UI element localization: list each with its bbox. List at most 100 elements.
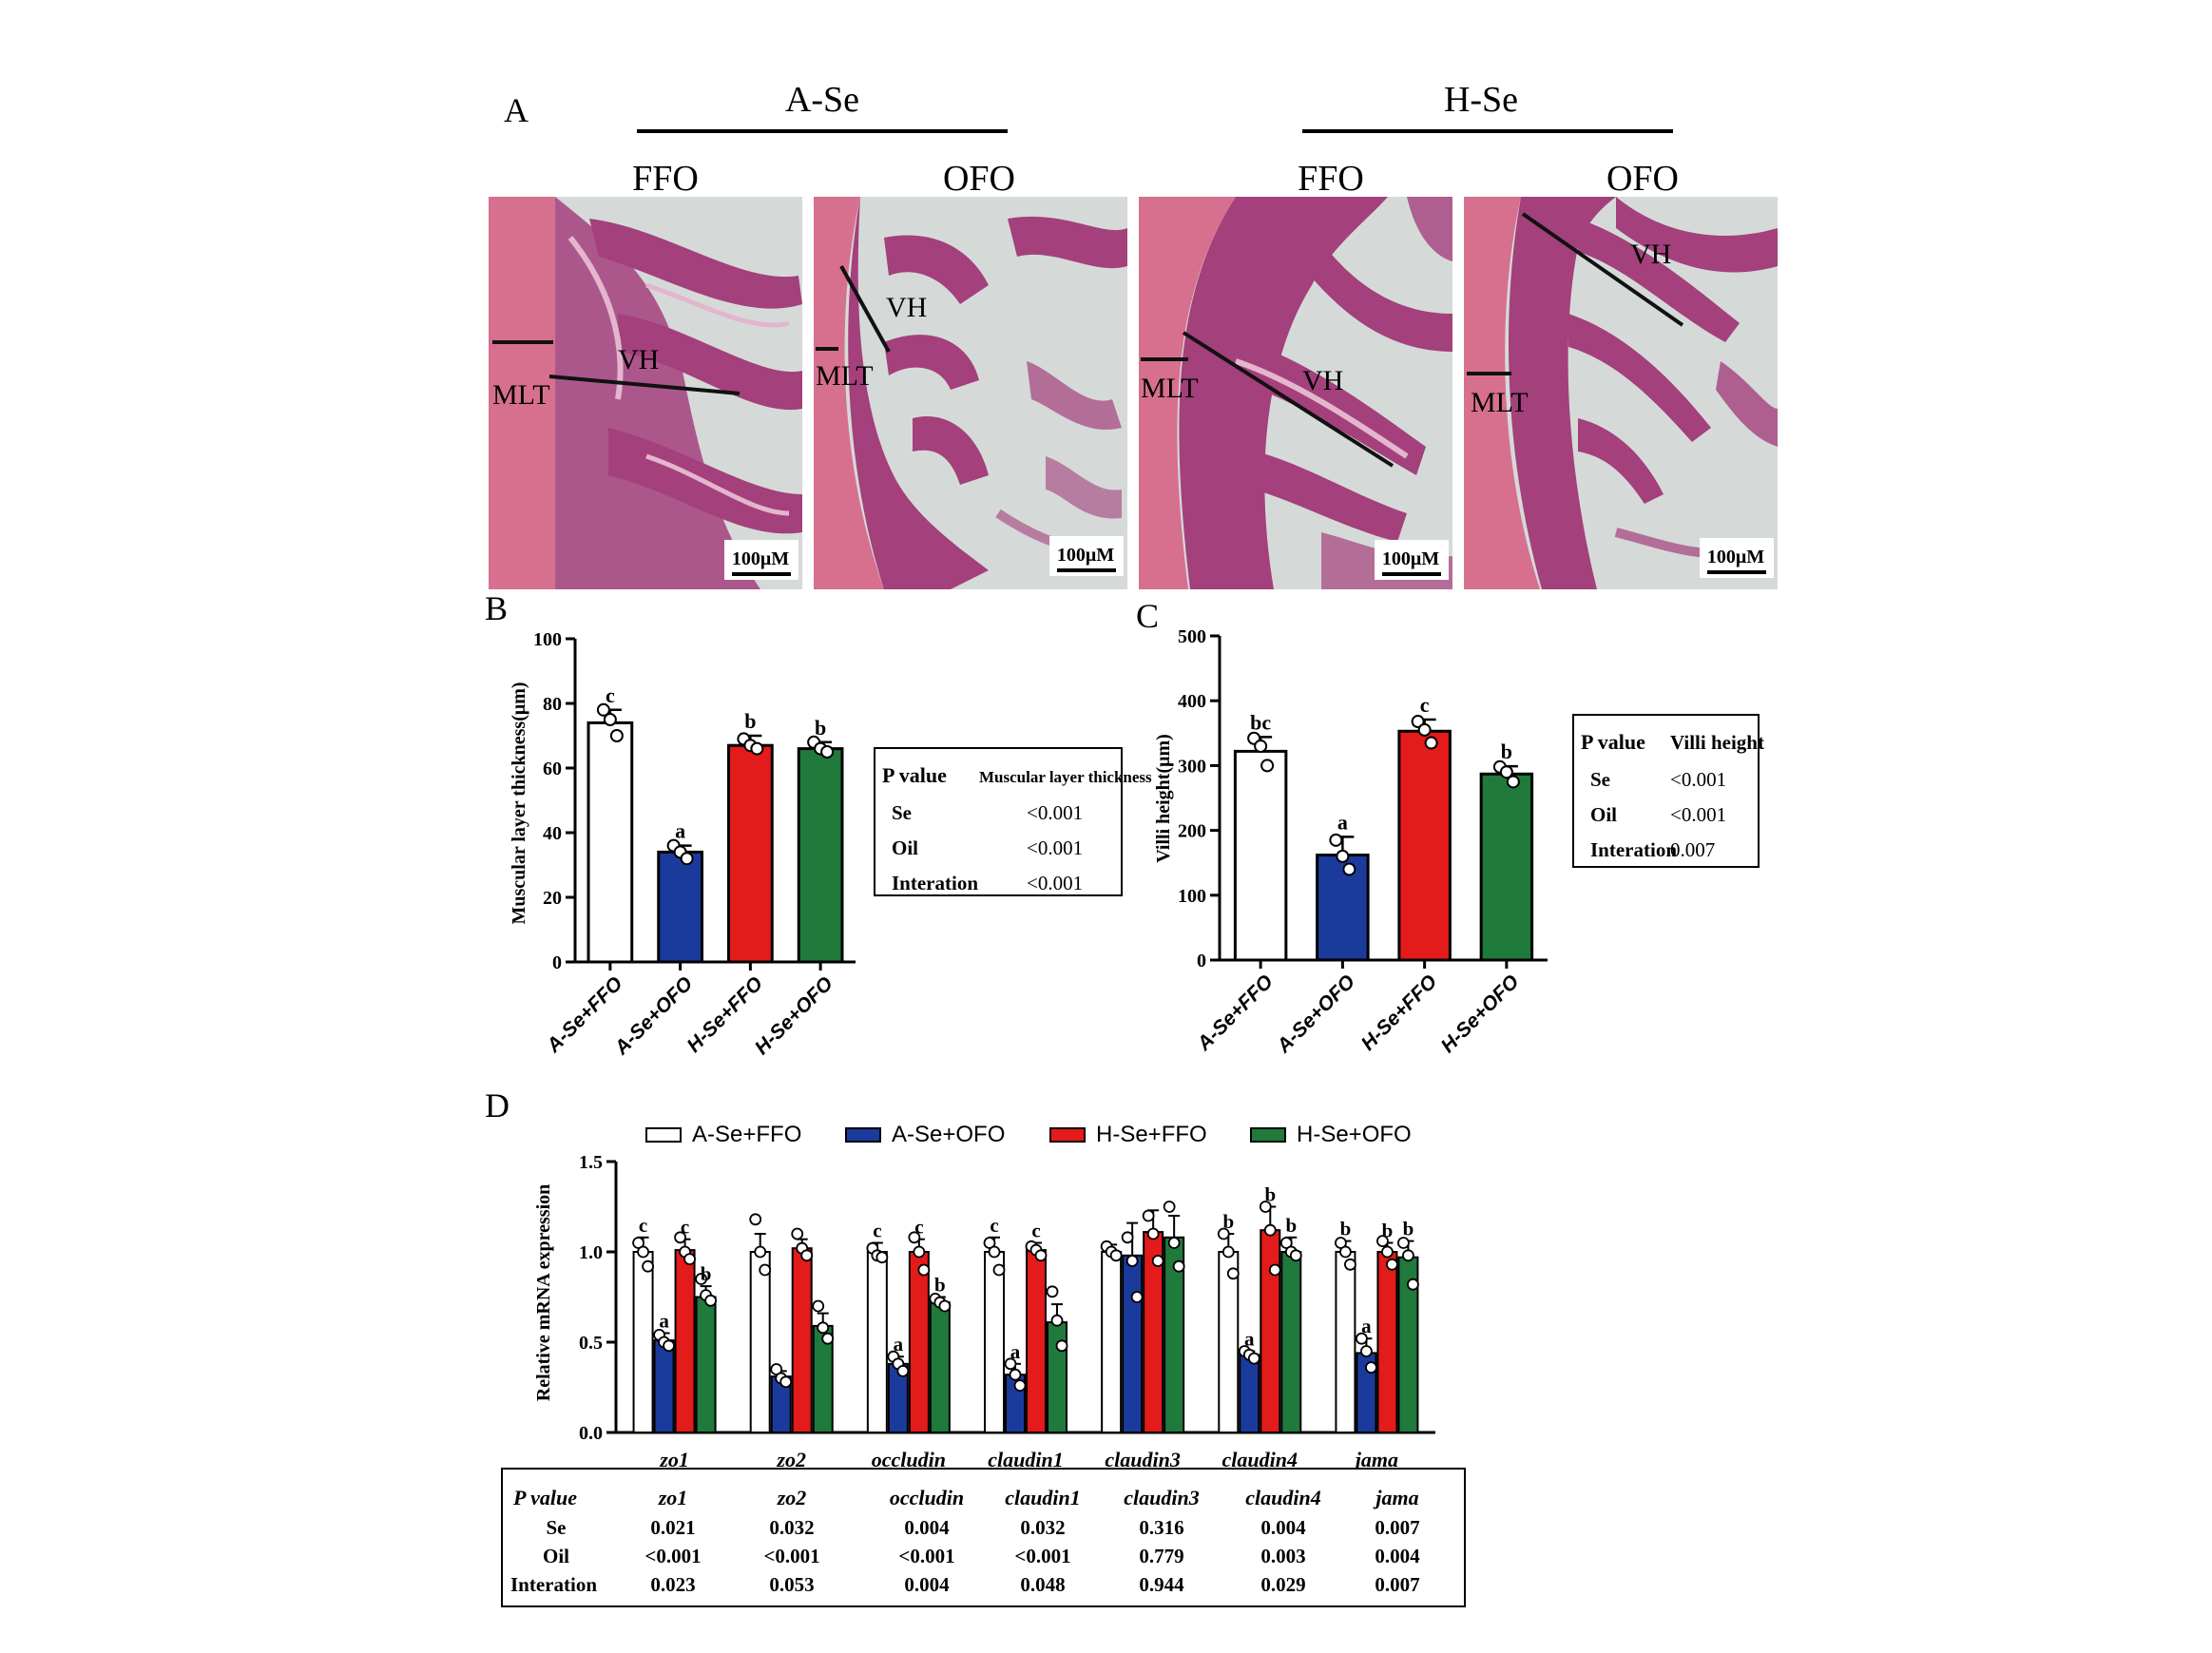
panel-letter-d: D — [485, 1086, 510, 1124]
table-cell: 0.004 — [904, 1573, 950, 1596]
scale-bar-label: 100μM — [1382, 548, 1439, 569]
data-point — [637, 1245, 649, 1259]
data-point — [1013, 1379, 1027, 1392]
data-point — [1163, 1201, 1176, 1213]
bar — [695, 1296, 717, 1433]
muscle-layer — [1464, 197, 1540, 589]
data-point — [1004, 1357, 1017, 1371]
bar — [1280, 1251, 1302, 1433]
table-frame — [874, 747, 1123, 896]
table-cell: 0.021 — [650, 1516, 695, 1539]
data-point — [983, 1237, 996, 1249]
data-point — [1344, 1258, 1356, 1271]
vh-marker — [548, 375, 741, 395]
panel-letter-b: B — [485, 589, 508, 627]
significance-letter: b — [1340, 1218, 1352, 1240]
significance-letter: c — [873, 1220, 881, 1242]
micrograph-ase-ofo: VH MLT 100μM — [814, 197, 1127, 589]
diet-label-ase-ofo: OFO — [943, 159, 1015, 199]
legend-swatch — [845, 1127, 881, 1143]
data-point — [1360, 1345, 1373, 1357]
significance-letter: b — [1501, 740, 1512, 763]
mlt-label: MLT — [1141, 373, 1199, 404]
bar — [1316, 854, 1370, 962]
table-cell: <0.001 — [644, 1545, 701, 1567]
legend-label: A-Se+FFO — [692, 1122, 801, 1147]
bar — [1335, 1251, 1356, 1433]
significance-letter: c — [639, 1214, 647, 1237]
bar — [1260, 1229, 1281, 1433]
data-point — [896, 1365, 910, 1377]
data-point — [820, 745, 835, 759]
table-cell: 0.032 — [769, 1516, 814, 1539]
stats-table-b: P value Muscular layer thickness Se <0.001 O… — [874, 747, 1152, 896]
table-cell: 0.032 — [1020, 1516, 1065, 1539]
table-row-label: Interation — [1590, 838, 1677, 861]
x-category-label: claudin3 — [1105, 1448, 1180, 1471]
bar — [1026, 1249, 1047, 1433]
table-row-label: Oil — [543, 1545, 569, 1567]
table-frame — [1572, 714, 1760, 868]
y-tick-label: 0.0 — [579, 1423, 603, 1444]
data-point — [1046, 1285, 1059, 1298]
data-point — [1397, 1237, 1410, 1249]
x-tick-label: A-Se+FFO — [1192, 971, 1277, 1055]
significance-letter: b — [701, 1262, 712, 1285]
data-point — [917, 1263, 931, 1277]
data-point — [1499, 765, 1513, 779]
panel-b: B Muscular layer thickness(μm) 0 20 40 60 80… — [485, 589, 1152, 1060]
chart-b-ylabel-group: Muscular layer thickness(μm) — [509, 682, 529, 924]
panel-letter-c: C — [1136, 597, 1159, 635]
diet-label-hse-ofo: OFO — [1606, 159, 1679, 199]
data-point — [1424, 736, 1438, 750]
muscle-layer — [489, 197, 555, 589]
data-point — [754, 1245, 767, 1259]
data-point — [642, 1259, 654, 1273]
significance-letter: c — [990, 1214, 998, 1237]
table-header-pvalue: P value — [512, 1486, 577, 1509]
table-row-label: Se — [892, 801, 912, 824]
data-point — [609, 729, 624, 742]
table-cell: <0.001 — [1027, 801, 1083, 824]
significance-letter: a — [1244, 1328, 1255, 1351]
data-point — [938, 1299, 952, 1313]
data-point — [1376, 1235, 1389, 1247]
y-tick-label: 500 — [1178, 626, 1206, 647]
y-tick-label: 200 — [1178, 821, 1206, 842]
table-row-label: Oil — [892, 836, 918, 859]
table-row-label: Interation — [892, 872, 978, 894]
group-header-hse: H-Se FFO OFO — [1298, 80, 1679, 199]
scale-bar-label: 100μM — [732, 548, 789, 569]
bar — [749, 1251, 771, 1433]
group-label-ase: A-Se — [785, 80, 859, 120]
significance-letter: c — [606, 683, 615, 707]
data-point — [1130, 1291, 1144, 1303]
data-point — [1259, 1201, 1272, 1213]
significance-letter: c — [914, 1216, 923, 1239]
table-header-measure: Villi height — [1670, 731, 1764, 754]
data-point — [1336, 849, 1350, 863]
table-cell: 0.003 — [1260, 1545, 1305, 1567]
data-point — [1221, 1245, 1235, 1259]
data-point — [1050, 1314, 1064, 1327]
table-cell: <0.001 — [1027, 872, 1083, 894]
chart-b: 020406080100cA-Se+FFOaA-Se+OFObH-Se+FFOb… — [533, 629, 856, 1060]
bar — [674, 1249, 696, 1433]
bar — [1376, 1251, 1398, 1433]
data-point — [1506, 775, 1520, 789]
significance-letter: b — [815, 716, 826, 740]
panel-d: D A-Se+FFO A-Se+OFO H-Se+FFO H-Se+OFO Relat… — [485, 1086, 1466, 1607]
micrograph-hse-ffo: VH MLT 100μM — [1139, 197, 1452, 589]
significance-letter: a — [1010, 1340, 1021, 1363]
table-cell: <0.001 — [1027, 836, 1083, 859]
data-point — [992, 1263, 1006, 1277]
table-cell: 0.007 — [1375, 1573, 1419, 1596]
table-cell: 0.048 — [1020, 1573, 1065, 1596]
vh-marker — [1521, 212, 1684, 327]
data-point — [988, 1245, 1001, 1259]
data-point — [821, 1332, 835, 1345]
y-tick-label: 100 — [1178, 886, 1206, 907]
table-header-gene: claudin3 — [1124, 1486, 1199, 1509]
data-point — [1009, 1368, 1022, 1381]
